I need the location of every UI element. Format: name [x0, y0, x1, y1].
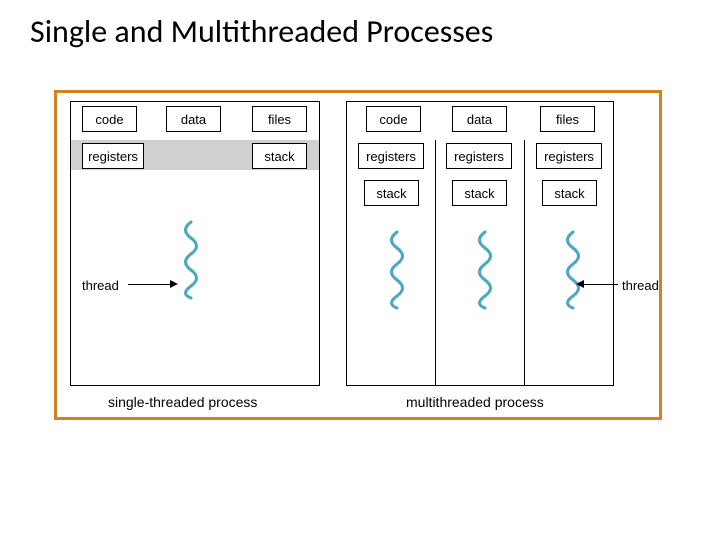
- multi-thread-wave-2: [558, 230, 588, 310]
- single-thread-arrow-line: [128, 284, 170, 285]
- multi-stack-2-box: stack: [542, 180, 597, 206]
- single-thread-wave: [176, 220, 206, 300]
- single-caption: single-threaded process: [108, 394, 257, 410]
- multi-divider-0: [435, 140, 436, 386]
- multi-stack-1-box: stack: [452, 180, 507, 206]
- multi-thread-wave-1: [470, 230, 500, 310]
- multi-stack-0-box: stack: [364, 180, 419, 206]
- single-stack-box: stack: [252, 143, 307, 169]
- single-thread-label: thread: [82, 278, 119, 293]
- multi-thread-arrow-head: [576, 280, 584, 288]
- page-title: Single and Multithreaded Processes: [30, 12, 493, 51]
- multi-caption: multithreaded process: [406, 394, 544, 410]
- multi-divider-1: [524, 140, 525, 386]
- multi-registers-0-box: registers: [358, 143, 424, 169]
- single-registers-box: registers: [82, 143, 144, 169]
- single-code-box: code: [82, 106, 137, 132]
- multi-registers-2-box: registers: [536, 143, 602, 169]
- multi-thread-label: thread: [622, 278, 659, 293]
- multi-code-box: code: [366, 106, 421, 132]
- multi-files-box: files: [540, 106, 595, 132]
- multi-registers-1-box: registers: [446, 143, 512, 169]
- single-thread-arrow-head: [170, 280, 178, 288]
- multi-thread-wave-0: [382, 230, 412, 310]
- single-files-box: files: [252, 106, 307, 132]
- multi-thread-arrow-line: [584, 284, 618, 285]
- multi-data-box: data: [452, 106, 507, 132]
- single-data-box: data: [166, 106, 221, 132]
